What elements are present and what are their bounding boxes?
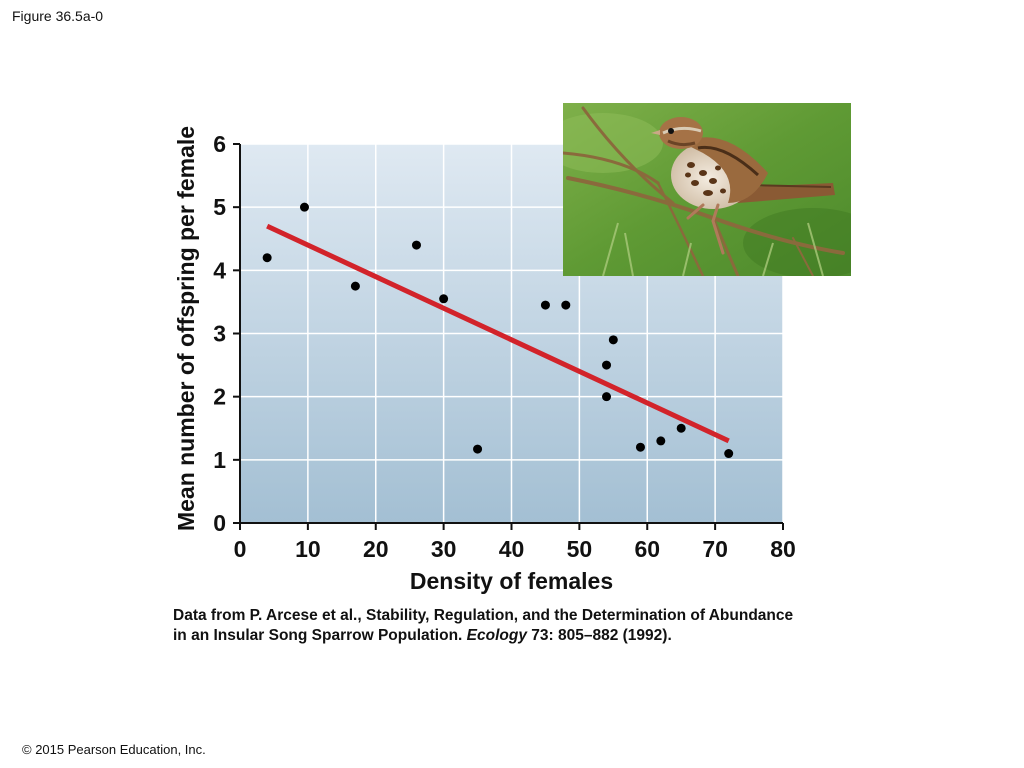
x-tick-label: 70 [702,536,728,562]
data-point [602,360,612,370]
y-tick-label: 5 [213,194,226,220]
x-tick-label: 30 [431,536,457,562]
x-tick-label: 40 [499,536,525,562]
data-point [411,240,421,250]
x-axis-label: Density of females [410,568,613,594]
y-axis-label: Mean number of offspring per female [173,126,199,531]
copyright: © 2015 Pearson Education, Inc. [22,742,206,757]
source-line-2: in an Insular Song Sparrow Population. E… [173,627,672,644]
data-point [656,436,666,446]
journal-name: Ecology [466,627,527,644]
x-axis-ticks: 0 10 20 30 40 50 60 70 80 [234,523,796,562]
data-points [262,202,734,459]
data-point [439,294,449,304]
trend-line [266,223,730,444]
data-point [561,300,571,310]
y-tick-label: 6 [213,131,226,157]
x-tick-label: 20 [363,536,389,562]
source-line-1: Data from P. Arcese et al., Stability, R… [173,607,794,624]
data-point [473,444,483,454]
data-point [608,335,618,345]
scatter-chart: 0 10 20 30 40 50 60 70 80 0 1 2 3 4 5 6 Density of fem… [173,126,796,594]
y-axis-ticks: 0 1 2 3 4 5 6 [213,131,240,536]
x-tick-label: 10 [295,536,321,562]
data-point [540,300,550,310]
x-tick-label: 0 [234,536,247,562]
data-point [299,202,309,212]
data-point [602,392,612,402]
y-tick-label: 4 [213,257,226,283]
data-point [724,449,734,459]
y-tick-label: 2 [213,384,226,410]
data-point [676,423,686,433]
source-citation: Data from P. Arcese et al., Stability, R… [173,606,933,646]
figure-label: Figure 36.5a-0 [12,8,104,24]
x-tick-label: 80 [770,536,796,562]
data-point [262,253,272,263]
x-tick-label: 50 [567,536,593,562]
y-tick-label: 3 [213,321,226,347]
data-point [635,442,645,452]
data-point [350,281,360,291]
song-sparrow-photo [563,103,851,276]
y-tick-label: 0 [213,510,226,536]
y-tick-label: 1 [213,447,226,473]
x-tick-label: 60 [634,536,660,562]
